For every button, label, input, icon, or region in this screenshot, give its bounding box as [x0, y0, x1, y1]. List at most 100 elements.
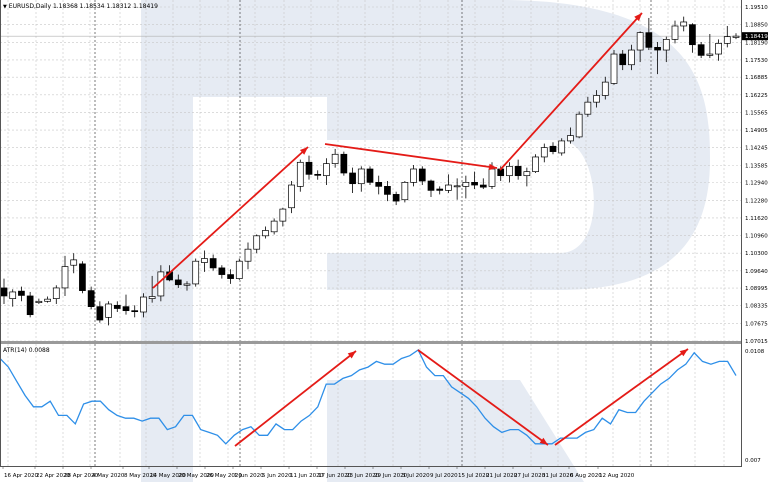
bear-candle[interactable] [305, 161, 313, 175]
bull-candle[interactable] [706, 53, 714, 56]
bear-candle[interactable] [427, 180, 435, 191]
bull-candle[interactable] [532, 156, 539, 173]
bull-candle[interactable] [506, 165, 513, 177]
bull-candle[interactable] [183, 283, 191, 286]
bear-candle[interactable] [479, 184, 487, 188]
bear-candle[interactable] [26, 295, 34, 316]
bull-candle[interactable] [331, 153, 339, 164]
price-axis-label: 1.14245 [745, 146, 768, 152]
symbol-ohlc-text: EURUSD,Daily 1.18368 1.18534 1.18312 1.1… [8, 3, 158, 10]
bull-candle[interactable] [279, 208, 287, 222]
bull-candle[interactable] [488, 168, 496, 187]
bull-candle[interactable] [52, 287, 60, 299]
bull-candle[interactable] [715, 43, 722, 55]
bear-candle[interactable] [549, 145, 557, 152]
pane-separator[interactable] [0, 341, 742, 344]
bull-candle[interactable] [357, 168, 365, 185]
bull-candle[interactable] [323, 163, 330, 177]
bear-candle[interactable] [122, 306, 130, 312]
arrowhead-icon [488, 163, 497, 171]
bull-candle[interactable] [584, 101, 592, 115]
bear-candle[interactable] [514, 165, 522, 177]
bull-candle[interactable] [288, 184, 295, 209]
bull-candle[interactable] [462, 182, 470, 187]
bull-candle[interactable] [253, 235, 261, 250]
bear-candle[interactable] [18, 290, 25, 296]
bull-candle[interactable] [732, 35, 740, 38]
bull-candle[interactable] [244, 248, 252, 262]
date-axis-label: 14 May 2020 [150, 473, 186, 479]
date-axis-label: 5 Jun 2020 [262, 473, 292, 479]
bull-candle[interactable] [445, 184, 452, 191]
bull-candle[interactable] [610, 53, 618, 84]
bull-candle[interactable] [44, 298, 51, 302]
bear-candle[interactable] [218, 267, 226, 275]
bear-candle[interactable] [418, 168, 426, 182]
bull-candle[interactable] [680, 21, 688, 27]
bear-candle[interactable] [131, 310, 139, 313]
bear-candle[interactable] [384, 186, 391, 195]
bull-candle[interactable] [575, 113, 583, 138]
bull-candle[interactable] [723, 36, 731, 44]
bear-candle[interactable] [209, 258, 217, 269]
bull-candle[interactable] [296, 161, 304, 187]
bull-candle[interactable] [9, 291, 17, 299]
price-axis-label: 1.08995 [745, 286, 768, 292]
price-axis-label: 1.18850 [745, 23, 768, 29]
bear-candle[interactable] [349, 172, 356, 185]
bull-candle[interactable] [201, 258, 208, 263]
bear-candle[interactable] [645, 32, 653, 48]
bull-candle[interactable] [262, 230, 269, 237]
price-trend-arrow [499, 12, 643, 171]
price-axis-label: 1.07675 [745, 321, 768, 327]
bull-candle[interactable] [105, 303, 112, 318]
bear-candle[interactable] [96, 306, 104, 321]
date-axis-label: 12 Aug 2020 [599, 473, 635, 479]
bear-candle[interactable] [79, 263, 86, 291]
bear-candle[interactable] [436, 188, 444, 191]
bull-candle[interactable] [567, 135, 574, 142]
bear-candle[interactable] [0, 287, 8, 297]
bull-candle[interactable] [453, 185, 461, 188]
bull-candle[interactable] [540, 147, 548, 158]
bull-candle[interactable] [140, 296, 147, 313]
bull-candle[interactable] [523, 171, 531, 177]
bull-candle[interactable] [192, 260, 200, 285]
bear-candle[interactable] [366, 168, 374, 183]
bull-candle[interactable] [410, 168, 417, 183]
bear-candle[interactable] [340, 153, 348, 174]
bull-candle[interactable] [148, 296, 156, 299]
bull-candle[interactable] [662, 38, 670, 51]
bull-candle[interactable] [593, 95, 600, 103]
bull-candle[interactable] [235, 260, 243, 279]
watermark-leg-base [327, 380, 457, 482]
bull-candle[interactable] [636, 32, 644, 51]
arrowhead-icon [299, 147, 308, 155]
bull-candle[interactable] [70, 259, 78, 266]
atr-indicator-title: ATR(14) 0.0088 [3, 347, 50, 354]
bull-candle[interactable] [401, 182, 409, 201]
bear-candle[interactable] [392, 194, 400, 202]
date-axis-label: 1 Jun 2020 [234, 473, 264, 479]
bear-candle[interactable] [375, 182, 383, 187]
bull-candle[interactable] [671, 25, 679, 40]
bear-candle[interactable] [697, 44, 705, 56]
bull-candle[interactable] [628, 49, 635, 66]
bull-candle[interactable] [35, 300, 43, 303]
bear-candle[interactable] [654, 47, 661, 51]
bear-candle[interactable] [314, 173, 322, 176]
collapse-triangle-icon[interactable]: ▼ [3, 4, 7, 10]
bull-candle[interactable] [61, 266, 69, 289]
bull-candle[interactable] [270, 220, 278, 233]
bear-candle[interactable] [113, 304, 121, 309]
bear-candle[interactable] [619, 53, 627, 66]
bull-candle[interactable] [558, 140, 566, 154]
bear-candle[interactable] [87, 290, 95, 308]
bear-candle[interactable] [689, 24, 696, 46]
bear-candle[interactable] [227, 274, 234, 279]
bear-candle[interactable] [174, 279, 182, 286]
bear-candle[interactable] [471, 182, 478, 186]
bull-candle[interactable] [601, 81, 609, 96]
atr-trend-arrow [417, 349, 549, 446]
